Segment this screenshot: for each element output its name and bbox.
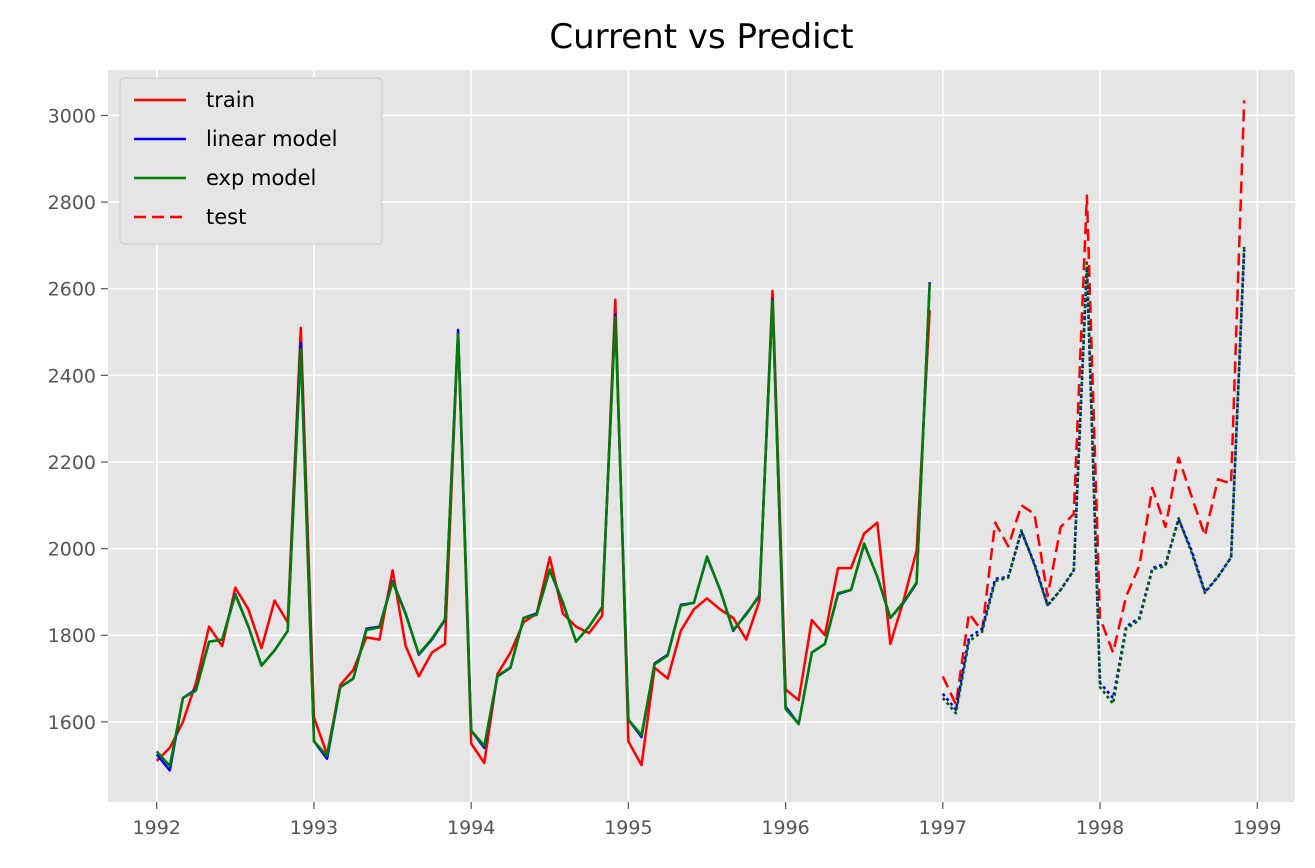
x-axis: 1992 1993 1994 1995 1996 1997 1998 1999 — [133, 802, 1281, 839]
x-tick-label: 1996 — [761, 817, 809, 839]
legend-label: linear model — [206, 127, 337, 151]
y-tick-label: 1600 — [48, 712, 96, 734]
legend-label: exp model — [206, 166, 316, 190]
x-tick-label: 1995 — [604, 817, 652, 839]
series-line-exp-forecast — [941, 245, 1246, 715]
series-line-test — [941, 100, 1246, 706]
series-line-linear-forecast — [941, 249, 1246, 712]
y-tick-label: 2400 — [48, 365, 96, 387]
x-tick-label: 1998 — [1076, 817, 1124, 839]
series-line-exp — [155, 283, 931, 768]
legend: train linear model exp model test — [119, 77, 383, 245]
y-tick-label: 2800 — [48, 192, 96, 214]
y-tick-label: 1800 — [48, 625, 96, 647]
y-tick-label: 2000 — [48, 539, 96, 561]
chart-title: Current vs Predict — [549, 17, 853, 57]
legend-box — [119, 77, 383, 245]
y-axis: 1600 1800 2000 2200 2400 2600 2800 3000 — [48, 105, 108, 734]
series-layer — [155, 100, 1246, 772]
x-tick-label: 1993 — [290, 817, 338, 839]
y-tick-label: 2600 — [48, 279, 96, 301]
series-line-train — [155, 289, 931, 767]
x-tick-label: 1997 — [919, 817, 967, 839]
legend-label: test — [206, 205, 246, 229]
legend-label: train — [206, 88, 255, 112]
y-tick-label: 3000 — [48, 105, 96, 127]
y-tick-label: 2200 — [48, 452, 96, 474]
x-tick-label: 1999 — [1233, 817, 1281, 839]
x-tick-label: 1994 — [447, 817, 495, 839]
x-tick-label: 1992 — [133, 817, 181, 839]
